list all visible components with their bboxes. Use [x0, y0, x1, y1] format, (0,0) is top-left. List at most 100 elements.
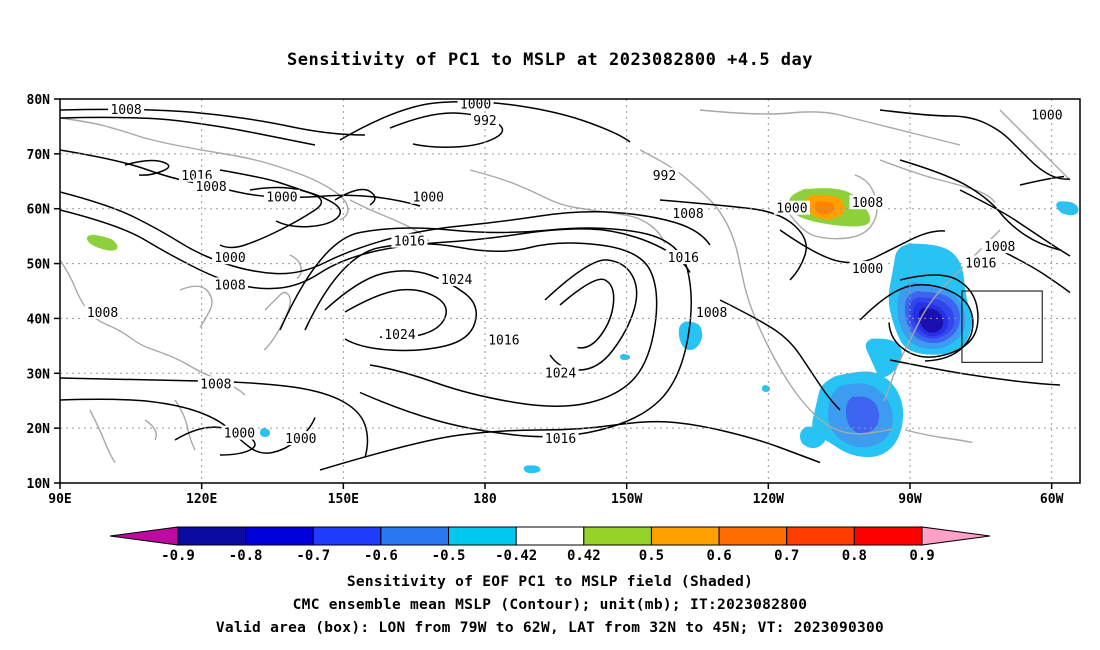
shade-region	[620, 354, 630, 360]
colorbar-swatch	[245, 526, 314, 546]
colorbar-swatch	[583, 526, 652, 546]
mslp-contour	[219, 169, 323, 249]
contour-label: 1008	[672, 207, 703, 222]
shade-region	[86, 234, 118, 251]
mslp-contour	[1019, 175, 1065, 186]
contour-label: 1008	[984, 240, 1015, 255]
colorbar-label: 0.5	[639, 548, 664, 564]
coastline	[174, 399, 196, 451]
contour-label-bg	[665, 250, 702, 265]
mslp-contour	[324, 270, 477, 352]
contour-label-bg	[197, 376, 234, 391]
contour-label-bg	[410, 189, 447, 204]
shade-region	[522, 465, 541, 474]
mslp-contour	[959, 189, 1071, 257]
shade-region	[1054, 201, 1079, 216]
colorbar-swatch	[515, 526, 585, 546]
contour-label-bg	[391, 233, 428, 248]
contour-label-bg	[263, 189, 300, 204]
mslp-contour	[899, 159, 1061, 251]
contour-label-bg	[693, 304, 730, 319]
colorbar-swatch	[312, 526, 382, 546]
mslp-contour	[389, 112, 504, 148]
lat-label: 40N	[27, 312, 51, 327]
coastline	[89, 409, 116, 463]
contour-label-bg	[457, 96, 494, 111]
lon-label: 90E	[48, 492, 71, 507]
coastline	[639, 149, 893, 435]
colorbar-label: 0.9	[909, 548, 934, 564]
coastline	[179, 285, 213, 328]
plot-frame	[59, 98, 1081, 484]
colorbar-label: -0.8	[229, 548, 263, 564]
shade-region	[762, 385, 770, 392]
coastline	[60, 117, 349, 221]
lon-label: 120W	[753, 492, 784, 507]
contour-label: 1000	[224, 427, 255, 442]
coastline	[904, 429, 973, 444]
shade-region	[678, 321, 703, 350]
coastline	[469, 169, 666, 244]
contour-label: 1008	[200, 377, 231, 392]
contour-label-bg	[849, 261, 886, 276]
colorbar-swatch	[853, 526, 923, 546]
lon-label: 90W	[898, 492, 922, 507]
contour-label-bg	[84, 304, 121, 319]
contour-label: 1008	[696, 306, 727, 321]
mslp-contour	[60, 149, 421, 207]
contour-label-bg	[212, 277, 248, 292]
contour-label: 992	[653, 169, 676, 184]
colorbar-label: -0.6	[364, 548, 398, 564]
coastline	[144, 419, 157, 441]
lon-label: 60W	[1040, 492, 1064, 507]
mslp-contour	[60, 377, 369, 458]
lon-label: 180	[473, 492, 497, 507]
contour-label-bg	[178, 167, 215, 182]
colorbar-label: 0.7	[774, 548, 799, 564]
contour-label-bg	[849, 195, 886, 210]
contour-label-bg	[962, 255, 999, 270]
colorbar-label: -0.7	[296, 548, 330, 564]
mslp-contour	[879, 109, 1071, 180]
colorbar-swatch	[380, 526, 450, 546]
contour-label: 1024	[545, 366, 576, 381]
lon-label: 150W	[611, 492, 642, 507]
coastline	[263, 291, 291, 351]
lat-label: 20N	[27, 422, 51, 437]
contour-label: 1008	[87, 306, 118, 321]
contour-label: 1008	[852, 196, 883, 211]
contour-label: 1008	[214, 279, 245, 294]
contour-label: 1000	[852, 262, 883, 277]
coastline	[879, 159, 996, 203]
caption-valid-area: Valid area (box): LON from 79W to 62W, L…	[215, 620, 885, 636]
contour-label-bg	[542, 431, 579, 446]
contour-label-bg	[382, 326, 418, 341]
colorbar-label: -0.42	[495, 548, 537, 564]
chart-title: Sensitivity of PC1 to MSLP at 2023082800…	[286, 50, 813, 70]
colorbar-swatch	[650, 526, 720, 546]
coastline	[349, 199, 430, 242]
contour-label-bg	[471, 112, 499, 127]
colorbar-swatch	[718, 526, 788, 546]
map-frame	[59, 98, 1081, 484]
contour-label: 1000	[214, 251, 245, 266]
caption-shaded: Sensitivity of EOF PC1 to MSLP field (Sh…	[346, 574, 754, 590]
contour-label-bg	[438, 272, 475, 287]
contour-label: 1000	[266, 191, 297, 206]
colorbar-label: 0.8	[842, 548, 867, 564]
colorbar-label: 0.6	[706, 548, 731, 564]
mslp-contour	[559, 278, 615, 349]
contour-label: 992	[473, 114, 496, 129]
lon-label: 150E	[328, 492, 359, 507]
contour-label: 1016	[545, 432, 576, 447]
contour-label-bg	[1028, 107, 1065, 122]
colorbar-arrow-left	[109, 526, 179, 546]
coastline	[699, 109, 961, 146]
mslp-contour	[60, 108, 366, 136]
contour-label-bg	[221, 425, 258, 440]
contour-label: 1000	[285, 432, 316, 447]
contour-label-bg	[670, 206, 707, 221]
colorbar: -0.9 -0.8 -0.7 -0.6 -0.5 -0.42 0.42 0.5 0.6 0.7 0.…	[109, 526, 991, 564]
mslp-contour	[719, 299, 841, 411]
contour-label: 1008	[195, 180, 226, 195]
